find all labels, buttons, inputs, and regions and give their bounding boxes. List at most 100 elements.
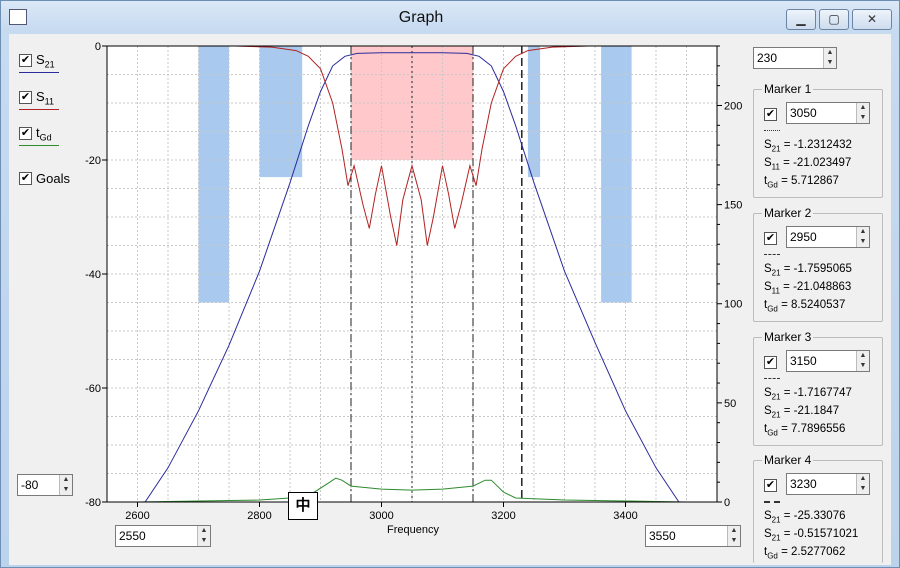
s21-label: S21	[36, 52, 55, 70]
tgd-label: tGd	[36, 125, 52, 143]
y-tick-label: -80	[85, 497, 101, 509]
marker-4-line-style	[764, 501, 780, 503]
x-tick-label: 3400	[613, 510, 637, 522]
y2-tick-label: 100	[724, 299, 742, 311]
minimize-button[interactable]: ▁	[786, 9, 816, 30]
marker-1-line-style	[764, 130, 780, 131]
maximize-button[interactable]: ▢	[819, 9, 849, 30]
marker-2-frequency-spinner[interactable]: 2950 ▲ ▼	[786, 226, 870, 248]
marker-2-value: 2950	[790, 230, 817, 244]
y-tick-label: -60	[85, 383, 101, 395]
x-tick-label: 3000	[369, 510, 393, 522]
tgd-legend-line	[19, 145, 59, 146]
tgd-checkbox[interactable]: ✔ tGd	[19, 125, 52, 143]
goal-region-2	[259, 46, 303, 178]
title-bar[interactable]: Graph ▁ ▢ ✕	[1, 1, 899, 31]
client-area: ✔ S21 ✔ S11 ✔ tGd ✔ Goals -80 ▲ ▼	[9, 34, 891, 565]
marker-3-line-style	[764, 378, 780, 379]
marker-2-group: Marker 2 ✔ 2950 ▲ ▼ S21 = -1.7595065 S11 …	[753, 206, 883, 322]
marker-3-readout-1: S21 = -1.7167747	[764, 387, 852, 402]
y-min-value: -80	[21, 478, 39, 492]
y-tick-label: -20	[85, 155, 101, 167]
close-button[interactable]: ✕	[852, 9, 892, 30]
marker-2-readout-1: S21 = -1.7595065	[764, 263, 852, 278]
y2-tick-label: 150	[724, 200, 742, 212]
marker-1-title: Marker 1	[762, 82, 814, 96]
marker-1-readout-3: tGd = 5.712867	[764, 175, 839, 190]
x-max-spinner[interactable]: 3550 ▲ ▼	[645, 525, 741, 547]
check-icon: ✔	[19, 172, 32, 185]
y2-max-value: 230	[757, 51, 778, 65]
marker-2-line-style	[764, 254, 780, 255]
minimize-icon: ▁	[796, 12, 806, 26]
marker-4-readout-3: tGd = 2.5277062	[764, 546, 846, 561]
check-icon: ✔	[19, 127, 32, 141]
marker-1-checkbox[interactable]: ✔	[764, 108, 777, 121]
spinner-arrows-icon[interactable]: ▲ ▼	[59, 475, 72, 495]
marker-4-group: Marker 4 ✔ 3230 ▲ ▼ S21 = -25.33076 S21 =…	[753, 453, 883, 563]
y2-tick-label: 200	[724, 100, 742, 112]
x-tick-label: 2800	[247, 510, 271, 522]
maximize-icon: ▢	[828, 12, 840, 26]
marker-2-readout-2: S11 = -21.048863	[764, 281, 852, 296]
marker-4-readout-1: S21 = -25.33076	[764, 510, 846, 525]
s11-label: S11	[36, 89, 55, 107]
x-min-value: 2550	[119, 529, 146, 543]
s21-legend-line	[19, 72, 59, 73]
close-icon: ✕	[866, 12, 878, 26]
marker-4-readout-2: S21 = -0.51571021	[764, 528, 859, 543]
s11-checkbox[interactable]: ✔ S11	[19, 89, 54, 107]
y-tick-label: -40	[85, 269, 101, 281]
graph-chart: 0 -20 -40 -60 -80 0 50 100 150 200 2600 2800 3000 320…	[85, 41, 742, 536]
x-tick-label: 2600	[125, 510, 149, 522]
y2-max-spinner[interactable]: 230 ▲ ▼	[753, 47, 837, 69]
spinner-arrows-icon[interactable]: ▲ ▼	[197, 526, 210, 546]
marker-2-title: Marker 2	[762, 206, 814, 220]
marker-4-checkbox[interactable]: ✔	[764, 479, 777, 492]
y-tick-label: 0	[95, 41, 101, 53]
marker-3-title: Marker 3	[762, 330, 814, 344]
marker-3-checkbox[interactable]: ✔	[764, 356, 777, 369]
marker-1-frequency-spinner[interactable]: 3050 ▲ ▼	[786, 102, 870, 124]
s21-checkbox[interactable]: ✔ S21	[19, 52, 55, 70]
check-icon: ✔	[19, 54, 32, 68]
marker-3-readout-3: tGd = 7.7896556	[764, 423, 846, 438]
marker-3-readout-2: S21 = -21.1847	[764, 405, 840, 420]
marker-2-readout-3: tGd = 8.5240537	[764, 299, 846, 314]
marker-3-frequency-spinner[interactable]: 3150 ▲ ▼	[786, 350, 870, 372]
spinner-arrows-icon[interactable]: ▲ ▼	[856, 103, 869, 123]
y2-tick-label: 0	[724, 497, 730, 509]
y-min-spinner[interactable]: -80 ▲ ▼	[17, 474, 73, 496]
spinner-arrows-icon[interactable]: ▲ ▼	[856, 351, 869, 371]
marker-3-group: Marker 3 ✔ 3150 ▲ ▼ S21 = -1.7167747 S21 …	[753, 330, 883, 446]
marker-2-checkbox[interactable]: ✔	[764, 232, 777, 245]
marker-1-value: 3050	[790, 106, 817, 120]
x-tick-label: 3200	[491, 510, 515, 522]
x-axis-label: Frequency	[387, 524, 439, 536]
marker-1-readout-1: S21 = -1.2312432	[764, 139, 852, 154]
spinner-arrows-icon[interactable]: ▲ ▼	[823, 48, 836, 68]
goal-region-4	[601, 46, 632, 303]
goals-checkbox[interactable]: ✔ Goals	[19, 171, 70, 186]
y2-tick-label: 50	[724, 398, 736, 410]
chart-app-icon	[9, 9, 27, 25]
marker-3-value: 3150	[790, 354, 817, 368]
marker-4-title: Marker 4	[762, 453, 814, 467]
x-max-value: 3550	[649, 529, 676, 543]
spinner-arrows-icon[interactable]: ▲ ▼	[727, 526, 740, 546]
marker-4-value: 3230	[790, 477, 817, 491]
goal-region-1	[198, 46, 229, 303]
marker-1-group: Marker 1 ✔ 3050 ▲ ▼ S21 = -1.2312432 S11 …	[753, 82, 883, 198]
series-s21	[144, 52, 680, 502]
check-icon: ✔	[19, 91, 32, 105]
marker-1-readout-2: S11 = -21.023497	[764, 157, 852, 172]
spinner-arrows-icon[interactable]: ▲ ▼	[856, 227, 869, 247]
x-min-spinner[interactable]: 2550 ▲ ▼	[115, 525, 211, 547]
spinner-arrows-icon[interactable]: ▲ ▼	[856, 474, 869, 494]
s11-legend-line	[19, 109, 59, 110]
window-title: Graph	[398, 9, 444, 26]
ime-indicator[interactable]: 中	[288, 492, 318, 520]
marker-4-frequency-spinner[interactable]: 3230 ▲ ▼	[786, 473, 870, 495]
series-s11	[186, 46, 638, 246]
